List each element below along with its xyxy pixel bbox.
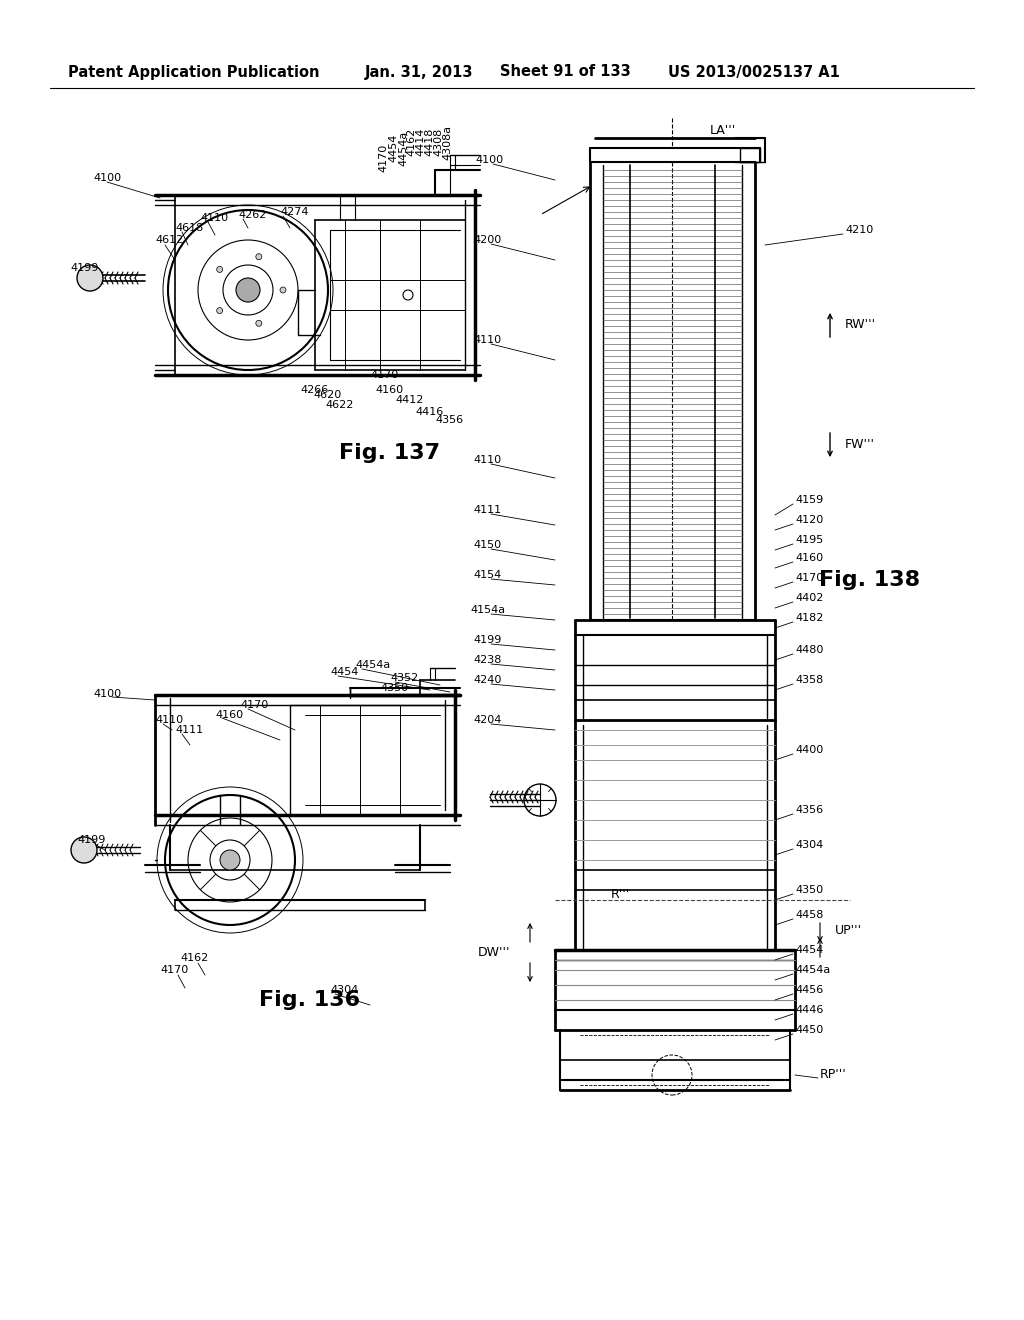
Text: 4120: 4120 bbox=[795, 515, 823, 525]
Text: 4182: 4182 bbox=[795, 612, 823, 623]
Text: 4454: 4454 bbox=[388, 133, 398, 162]
Text: 4304: 4304 bbox=[795, 840, 823, 850]
Text: 4446: 4446 bbox=[795, 1005, 823, 1015]
Circle shape bbox=[256, 253, 262, 260]
Text: 4200: 4200 bbox=[474, 235, 502, 246]
Text: LA''': LA''' bbox=[710, 124, 736, 136]
Text: 4358: 4358 bbox=[795, 675, 823, 685]
Circle shape bbox=[77, 265, 103, 290]
Text: 4262: 4262 bbox=[238, 210, 266, 220]
Text: 4454a: 4454a bbox=[355, 660, 390, 671]
Circle shape bbox=[71, 837, 97, 863]
Text: 4170: 4170 bbox=[161, 965, 189, 975]
Text: 4418: 4418 bbox=[424, 128, 434, 156]
Text: 4458: 4458 bbox=[795, 909, 823, 920]
Text: 4162: 4162 bbox=[181, 953, 209, 964]
Text: 4356: 4356 bbox=[435, 414, 463, 425]
Text: 4240: 4240 bbox=[474, 675, 502, 685]
Text: 4110: 4110 bbox=[155, 715, 183, 725]
Text: 4195: 4195 bbox=[795, 535, 823, 545]
Text: 4612: 4612 bbox=[155, 235, 183, 246]
Text: Fig. 136: Fig. 136 bbox=[259, 990, 360, 1010]
Text: 4402: 4402 bbox=[795, 593, 823, 603]
Text: 4110: 4110 bbox=[474, 455, 502, 465]
Text: 4204: 4204 bbox=[474, 715, 502, 725]
Text: 4160: 4160 bbox=[215, 710, 243, 719]
Text: FW''': FW''' bbox=[845, 438, 874, 451]
Text: 4170: 4170 bbox=[370, 370, 398, 380]
Text: 4416: 4416 bbox=[415, 407, 443, 417]
Text: 4154: 4154 bbox=[474, 570, 502, 579]
Text: 4454: 4454 bbox=[330, 667, 358, 677]
Text: 4274: 4274 bbox=[280, 207, 308, 216]
Text: DW''': DW''' bbox=[477, 945, 510, 958]
Circle shape bbox=[280, 286, 286, 293]
Text: 4450: 4450 bbox=[795, 1026, 823, 1035]
Text: US 2013/0025137 A1: US 2013/0025137 A1 bbox=[668, 65, 840, 79]
Text: RP''': RP''' bbox=[820, 1068, 847, 1081]
Text: 4412: 4412 bbox=[395, 395, 423, 405]
Text: Patent Application Publication: Patent Application Publication bbox=[68, 65, 319, 79]
Text: 4160: 4160 bbox=[795, 553, 823, 564]
Text: 4618: 4618 bbox=[175, 223, 203, 234]
Text: 4100: 4100 bbox=[94, 689, 122, 700]
Text: 4199: 4199 bbox=[78, 836, 106, 845]
Text: 4170: 4170 bbox=[378, 144, 388, 172]
Text: 4620: 4620 bbox=[314, 389, 342, 400]
Text: Fig. 138: Fig. 138 bbox=[819, 570, 921, 590]
Text: 4350: 4350 bbox=[795, 884, 823, 895]
Text: 4400: 4400 bbox=[795, 744, 823, 755]
Text: Jan. 31, 2013: Jan. 31, 2013 bbox=[365, 65, 473, 79]
Text: 4308: 4308 bbox=[433, 128, 443, 156]
Text: 4100: 4100 bbox=[476, 154, 504, 165]
Text: R''': R''' bbox=[610, 888, 630, 902]
Text: 4199: 4199 bbox=[474, 635, 502, 645]
Text: 4352: 4352 bbox=[390, 673, 418, 682]
Circle shape bbox=[256, 321, 262, 326]
Circle shape bbox=[236, 279, 260, 302]
Text: 4454a: 4454a bbox=[795, 965, 830, 975]
Text: 4456: 4456 bbox=[795, 985, 823, 995]
Text: 4170: 4170 bbox=[795, 573, 823, 583]
Text: UP''': UP''' bbox=[835, 924, 862, 936]
Text: 4304: 4304 bbox=[330, 985, 358, 995]
Text: 4159: 4159 bbox=[795, 495, 823, 506]
Text: 4454: 4454 bbox=[795, 945, 823, 954]
Text: 4150: 4150 bbox=[474, 540, 502, 550]
Text: 4110: 4110 bbox=[200, 213, 228, 223]
Text: 4210: 4210 bbox=[845, 224, 873, 235]
Text: Fig. 137: Fig. 137 bbox=[339, 444, 440, 463]
Text: 4308a: 4308a bbox=[442, 124, 452, 160]
Text: 4622: 4622 bbox=[326, 400, 354, 411]
Text: 4414: 4414 bbox=[415, 128, 425, 156]
Text: 4266: 4266 bbox=[300, 385, 329, 395]
Bar bbox=[740, 148, 760, 162]
Text: 4480: 4480 bbox=[795, 645, 823, 655]
Text: 4100: 4100 bbox=[93, 173, 121, 183]
Text: 4162: 4162 bbox=[406, 128, 416, 156]
Circle shape bbox=[220, 850, 240, 870]
Text: 4350: 4350 bbox=[380, 682, 409, 693]
Circle shape bbox=[217, 267, 222, 272]
Text: 4199: 4199 bbox=[71, 263, 99, 273]
Text: Sheet 91 of 133: Sheet 91 of 133 bbox=[500, 65, 631, 79]
Text: RW''': RW''' bbox=[845, 318, 877, 331]
Text: 4154a: 4154a bbox=[470, 605, 506, 615]
Circle shape bbox=[217, 308, 222, 314]
Text: 4356: 4356 bbox=[795, 805, 823, 814]
Text: 4111: 4111 bbox=[474, 506, 502, 515]
Text: 4238: 4238 bbox=[474, 655, 502, 665]
Text: 4170: 4170 bbox=[240, 700, 268, 710]
Text: 4160: 4160 bbox=[375, 385, 403, 395]
Text: 4111: 4111 bbox=[175, 725, 203, 735]
Text: 4454a: 4454a bbox=[398, 131, 408, 165]
Text: 4110: 4110 bbox=[474, 335, 502, 345]
